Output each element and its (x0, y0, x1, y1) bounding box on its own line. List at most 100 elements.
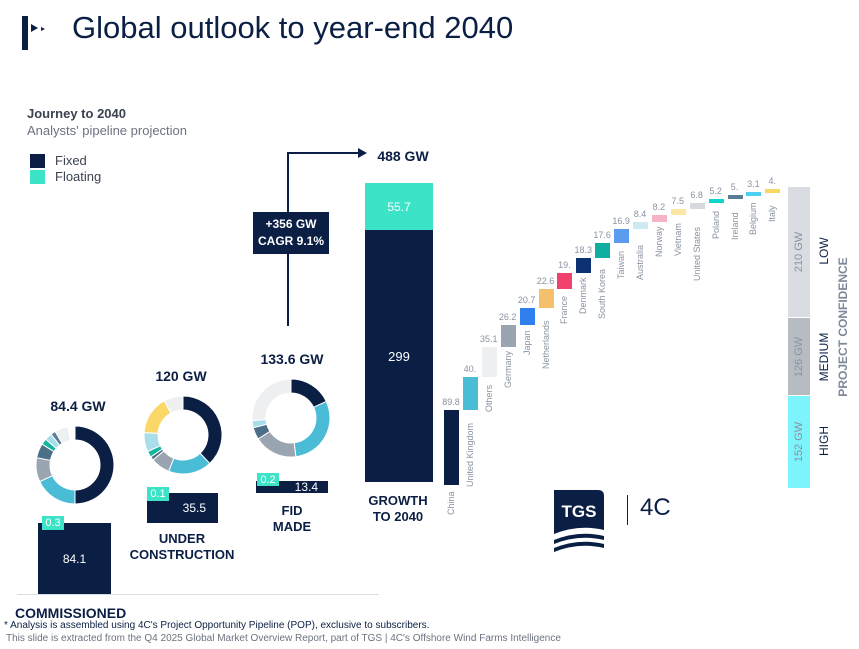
total-fid-made: 133.6 GW (260, 351, 324, 367)
growth-arrow (287, 148, 367, 326)
legend-swatch-fixed (30, 153, 45, 168)
waterfall-category-label: Denmark (578, 277, 589, 314)
waterfall-bar-france (557, 273, 573, 290)
waterfall-category-label: France (559, 296, 570, 325)
waterfall-bar-japan (519, 308, 535, 326)
waterfall-category-label: Netherlands (540, 320, 551, 370)
waterfall-category-label: Others (483, 384, 494, 412)
waterfall-category-label: Vietnam (672, 222, 683, 256)
waterfall-value-label: 6.8 (690, 190, 703, 201)
legend-item-floating: Floating (30, 169, 101, 184)
donut-fid-made (251, 378, 331, 458)
confidence-label-low: LOW (817, 237, 831, 265)
confidence-low-segment: 210 GW (788, 187, 810, 317)
waterfall-bar-poland (708, 199, 724, 204)
waterfall-category-label: United States (691, 226, 702, 281)
bar-commissioned-fixed: 84.1 (38, 523, 111, 595)
brand-separator (627, 495, 628, 525)
waterfall-value-label: 40. (463, 363, 477, 374)
confidence-axis-title: PROJECT CONFIDENCE (836, 257, 850, 397)
stage-label-growth: GROWTH TO 2040 (368, 493, 428, 524)
donut-slice-united-kingdom (39, 474, 76, 505)
waterfall-bar-norway (651, 215, 667, 223)
bar-commissioned-floating: 0.3 (42, 516, 64, 530)
waterfall-category-label: Poland (710, 210, 721, 239)
confidence-high-segment: 152 GW (788, 396, 810, 488)
waterfall-category-label: Japan (521, 330, 532, 356)
waterfall-value-label: 20.7 (517, 295, 536, 306)
waterfall-bar-italy (765, 189, 781, 193)
intro-heading: Journey to 2040 (27, 106, 126, 121)
play-bar-logo-icon (22, 16, 45, 50)
donut-slice-united-kingdom (167, 452, 211, 475)
total-commissioned: 84.4 GW (50, 398, 106, 414)
donut-commissioned (35, 425, 115, 505)
cagr-gw: +356 GW (265, 217, 317, 231)
footnote-analysis: * Analysis is assembled using 4C's Proje… (4, 620, 430, 631)
waterfall-value-label: 8.2 (652, 202, 666, 213)
waterfall-value-label: 8.4 (633, 209, 647, 220)
waterfall-category-label: Taiwan (616, 250, 627, 279)
waterfall-bar-taiwan (614, 229, 630, 244)
donut-slice-others (251, 378, 292, 421)
intro-block: Journey to 2040 Analysts' pipeline proje… (27, 106, 187, 138)
donut-slice-others (54, 426, 71, 445)
legend-swatch-floating (30, 169, 45, 184)
waterfall-category-label: Belgium (748, 202, 759, 236)
stage-label-fid-made: FID MADE (272, 503, 312, 534)
confidence-label-high: HIGH (817, 426, 831, 456)
bar-under-construction-floating: 0.1 (147, 487, 169, 501)
tgs-logo-text: TGS (562, 502, 597, 521)
stage-label-under-construction: UNDER CONSTRUCTION (129, 531, 235, 562)
donut-slice-china (74, 425, 115, 505)
waterfall-value-label: 17.6 (593, 230, 611, 241)
cagr-rate: CAGR 9.1% (257, 234, 325, 248)
waterfall-bar-ireland (727, 194, 743, 200)
waterfall-bar-united-kingdom (462, 376, 478, 410)
cagr-annotation: +356 GW CAGR 9.1% (253, 212, 329, 254)
waterfall-value-label: 4. (768, 176, 777, 186)
waterfall-bar-others (481, 347, 497, 377)
waterfall-category-label: United Kingdom (464, 422, 475, 487)
donut-slice-others (163, 395, 184, 414)
confidence-medium-segment: 126 GW (788, 318, 810, 395)
brand-4c: 4C (640, 494, 671, 521)
donut-slice-china (290, 378, 327, 409)
waterfall-category-label: Germany (502, 350, 513, 388)
donut-slice-china (182, 395, 223, 465)
legend-label: Fixed (55, 153, 87, 168)
waterfall-value-label: 89.8 (442, 397, 460, 407)
donut-under-construction (143, 395, 223, 475)
waterfall-value-label: 16.9 (612, 216, 630, 227)
bar-growth-floating: 55.7 (365, 183, 433, 230)
waterfall-category-label: South Korea (597, 269, 608, 320)
waterfall-value-label: 3.1 (747, 179, 760, 190)
intro-subheading: Analysts' pipeline projection (27, 123, 188, 138)
arrow-head-icon (358, 148, 367, 158)
waterfall-bar-belgium (746, 192, 762, 197)
waterfall-value-label: 19. (558, 260, 571, 271)
footnote-source: This slide is extracted from the Q4 2025… (6, 633, 561, 644)
waterfall-value-label: 35.1 (480, 334, 498, 345)
page-title: Global outlook to year-end 2040 (72, 10, 514, 45)
waterfall-value-label: 22.6 (536, 276, 555, 287)
waterfall-value-label: 26.2 (498, 312, 517, 323)
waterfall-bar-denmark (576, 258, 592, 274)
confidence-label-medium: MEDIUM (817, 332, 831, 382)
waterfall-bar-netherlands (538, 289, 554, 309)
donut-slice-united-kingdom (293, 400, 331, 458)
waterfall-value-label: 18.3 (574, 245, 593, 256)
legend-label: Floating (55, 169, 102, 184)
waterfall-category-label: China (446, 491, 456, 515)
waterfall-bar-vietnam (670, 209, 686, 216)
bar-growth-fixed: 299 (365, 230, 433, 482)
bar-fid-floating: 0.2 (257, 473, 279, 486)
legend-item-fixed: Fixed (30, 153, 87, 168)
waterfall-category-label: Australia (635, 245, 645, 281)
waterfall-bar-united-states (689, 203, 705, 210)
waterfall-category-label: Norway (653, 226, 664, 258)
total-under-construction: 120 GW (155, 368, 207, 384)
total-growth: 488 GW (377, 148, 429, 164)
waterfall-bar-south-korea (595, 243, 611, 259)
waterfall-bar-china (444, 410, 459, 485)
